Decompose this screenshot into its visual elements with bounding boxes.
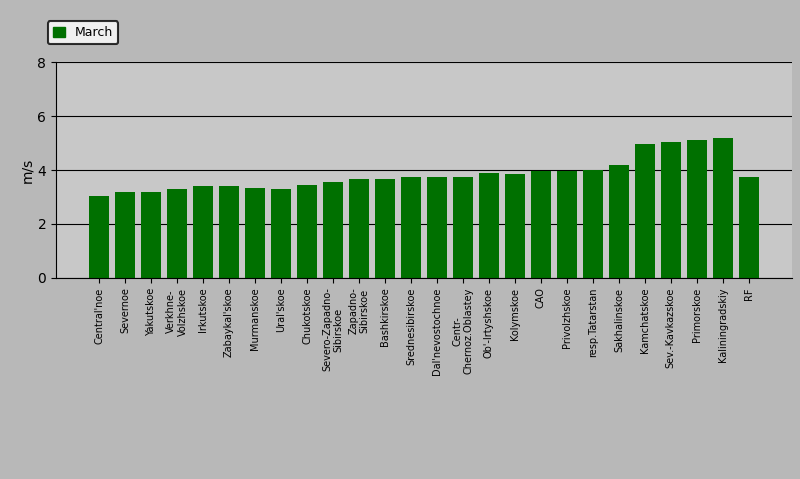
- Bar: [583, 170, 602, 278]
- Bar: [271, 189, 291, 278]
- Bar: [90, 195, 109, 278]
- Bar: [402, 177, 421, 278]
- Bar: [427, 177, 446, 278]
- Bar: [635, 144, 654, 278]
- Bar: [115, 192, 135, 278]
- Bar: [246, 188, 265, 278]
- Y-axis label: m/s: m/s: [21, 158, 34, 182]
- Bar: [609, 165, 629, 278]
- Bar: [479, 173, 498, 278]
- Bar: [557, 171, 577, 278]
- Bar: [454, 177, 473, 278]
- Bar: [506, 174, 525, 278]
- Bar: [194, 186, 213, 278]
- Bar: [687, 140, 706, 278]
- Bar: [531, 171, 550, 278]
- Bar: [142, 192, 161, 278]
- Bar: [713, 138, 733, 278]
- Legend: March: March: [47, 21, 118, 44]
- Bar: [219, 186, 239, 278]
- Bar: [375, 180, 394, 278]
- Bar: [167, 189, 187, 278]
- Bar: [661, 142, 681, 278]
- Bar: [739, 177, 758, 278]
- Bar: [350, 180, 369, 278]
- Bar: [323, 182, 342, 278]
- Bar: [298, 185, 317, 278]
